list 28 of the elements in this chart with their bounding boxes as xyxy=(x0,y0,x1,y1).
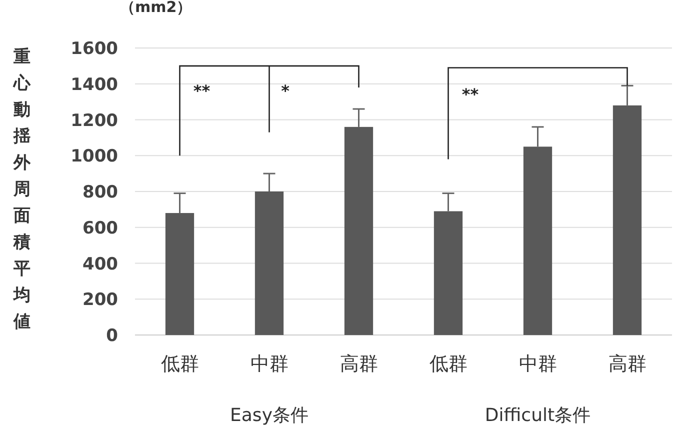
annotation: * xyxy=(281,81,290,100)
x-tick-label: 中群 xyxy=(250,353,288,375)
y-tick-label: 1200 xyxy=(70,110,118,131)
text: Easy条件 xyxy=(230,405,308,426)
bar xyxy=(612,105,642,335)
y-tick-label: 400 xyxy=(82,254,118,274)
chart-subtitle: （mm2） xyxy=(120,0,192,16)
text: Difficult条件 xyxy=(484,405,591,426)
y-tick-label: 600 xyxy=(82,218,118,238)
x-tick-label: 低群 xyxy=(429,353,468,375)
bar xyxy=(344,126,374,335)
y-tick-label: 800 xyxy=(82,182,118,203)
x-tick-label: 高群 xyxy=(608,353,646,375)
x-tick-label: 中群 xyxy=(518,353,557,375)
x-tick-label: 高群 xyxy=(340,353,378,375)
x-tick-label: 低群 xyxy=(160,353,199,375)
y-tick-label: 0 xyxy=(106,326,118,346)
y-tick-label: 200 xyxy=(82,290,118,310)
annotation: ** xyxy=(193,81,211,100)
y-tick-label: 1000 xyxy=(70,146,118,167)
y-tick-label: 1400 xyxy=(70,74,118,95)
bar xyxy=(523,146,552,335)
bar xyxy=(254,192,284,335)
bar xyxy=(434,211,463,335)
y-tick-label: 1600 xyxy=(70,39,118,60)
bar xyxy=(165,213,194,335)
text: 重心動揺外周面積平均値 xyxy=(14,47,30,332)
annotation: ** xyxy=(462,85,480,104)
